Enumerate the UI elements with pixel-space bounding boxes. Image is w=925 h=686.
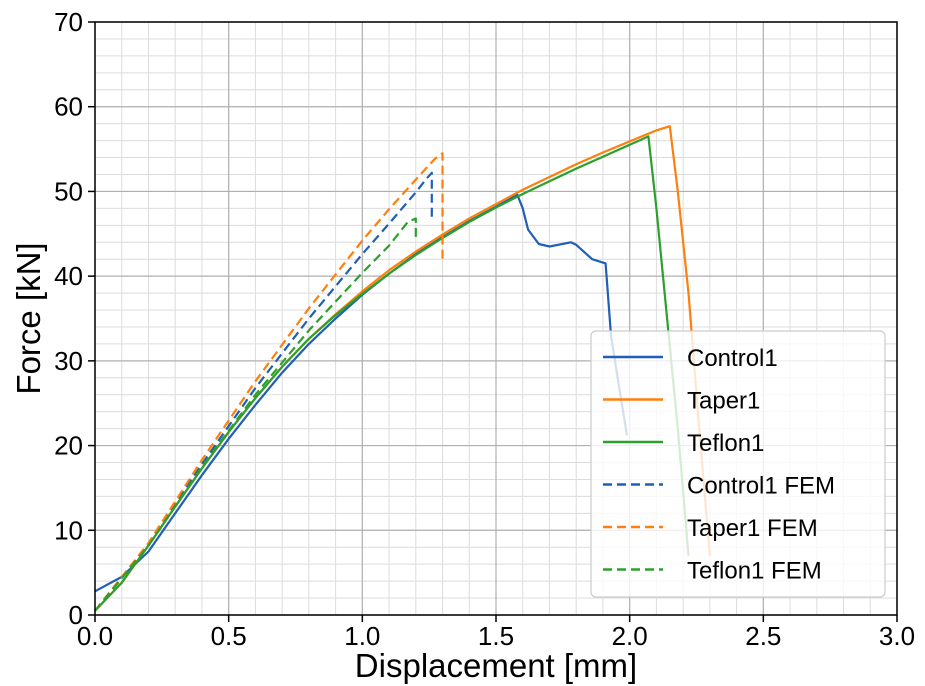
legend-label-taper1-fem: Taper1 FEM <box>687 515 818 542</box>
x-tick-label: 0.0 <box>77 621 113 651</box>
legend-label-control1-fem: Control1 FEM <box>687 473 835 500</box>
y-tick-label: 40 <box>54 261 83 291</box>
x-tick-label: 2.0 <box>612 621 648 651</box>
series-line-control1-fem <box>94 171 433 612</box>
legend-label-taper1: Taper1 <box>687 388 760 415</box>
legend-box <box>590 330 886 598</box>
series-line-teflon1-fem <box>94 217 417 612</box>
y-tick-label: 50 <box>54 176 83 206</box>
y-tick-label: 0 <box>69 600 83 630</box>
y-tick-label: 20 <box>54 431 83 461</box>
x-tick-label: 1.0 <box>344 621 380 651</box>
x-tick-label: 0.5 <box>211 621 247 651</box>
y-tick-label: 70 <box>54 7 83 37</box>
y-axis-label: Force [kN] <box>10 242 47 394</box>
legend: Control1 Taper1 Teflon1 Control1 FEM Taper1 … <box>590 330 886 598</box>
y-tick-label: 10 <box>54 515 83 545</box>
y-tick-label: 60 <box>54 92 83 122</box>
legend-label-control1: Control1 <box>687 345 778 372</box>
y-tick-label: 30 <box>54 346 83 376</box>
x-axis-label: Displacement [mm] <box>355 647 637 684</box>
legend-label-teflon1: Teflon1 <box>687 430 764 457</box>
x-tick-label: 2.5 <box>745 621 781 651</box>
legend-label-teflon1-fem: Teflon1 FEM <box>687 558 822 585</box>
x-tick-label: 3.0 <box>879 621 915 651</box>
series-line-taper1-fem <box>94 152 444 612</box>
axis-ticks <box>88 21 898 622</box>
series-layer <box>94 125 711 612</box>
tick-labels: 0.0 0.5 1.0 1.5 2.0 2.5 3.0 0 10 20 30 40 50 60 70 <box>54 7 915 651</box>
x-tick-label: 1.5 <box>478 621 514 651</box>
